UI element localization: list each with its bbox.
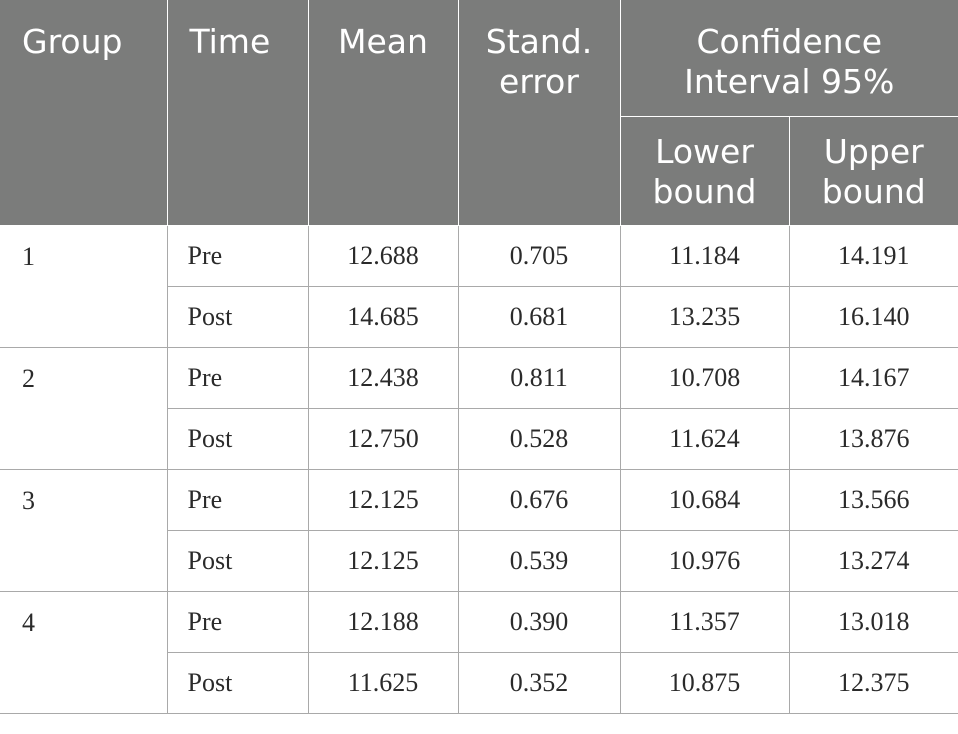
cell-lower-bound: 11.624 xyxy=(620,408,790,470)
cell-lower-bound: 11.184 xyxy=(620,224,790,287)
cell-time: Post xyxy=(167,530,309,592)
cell-mean: 12.688 xyxy=(308,224,459,287)
cell-mean: 12.750 xyxy=(308,408,459,470)
header-upper-line1: Upper xyxy=(823,131,924,171)
cell-upper-bound: 13.566 xyxy=(789,468,958,531)
header-time: Time xyxy=(167,0,309,226)
cell-time: Post xyxy=(167,286,309,348)
cell-time: Pre xyxy=(167,224,309,287)
cell-upper-bound: 12.375 xyxy=(789,652,958,714)
header-mean-label: Mean xyxy=(338,22,428,61)
header-upper-line2: bound xyxy=(821,171,926,211)
header-confidence-interval: Confidence Interval 95% xyxy=(620,0,958,117)
cell-time: Post xyxy=(167,652,309,714)
cell-upper-bound: 14.191 xyxy=(789,224,958,287)
cell-lower-bound: 10.976 xyxy=(620,530,790,592)
cell-upper-bound: 13.876 xyxy=(789,408,958,470)
header-se-line1: Stand. xyxy=(485,22,593,61)
cell-mean: 12.188 xyxy=(308,590,459,653)
cell-time: Pre xyxy=(167,346,309,409)
table-row: Post 12.125 0.539 10.976 13.274 xyxy=(0,530,958,592)
header-ci-line2: Interval 95% xyxy=(684,62,895,101)
table-row: 3 Pre 12.125 0.676 10.684 13.566 xyxy=(0,468,958,592)
cell-lower-bound: 13.235 xyxy=(620,286,790,348)
header-upper-bound: Upper bound xyxy=(789,116,958,226)
cell-time: Pre xyxy=(167,468,309,531)
table-row: 1 Pre 12.688 0.705 11.184 14.191 xyxy=(0,224,958,348)
cell-mean: 11.625 xyxy=(308,652,459,714)
header-group-label: Group xyxy=(22,22,123,61)
cell-group: 4 xyxy=(0,590,168,714)
header-mean: Mean xyxy=(308,0,459,226)
cell-standard-error: 0.676 xyxy=(458,468,621,531)
header-time-label: Time xyxy=(189,22,271,61)
cell-standard-error: 0.681 xyxy=(458,286,621,348)
cell-group: 2 xyxy=(0,346,168,470)
cell-lower-bound: 11.357 xyxy=(620,590,790,653)
cell-time: Post xyxy=(167,408,309,470)
header-se-line2: error xyxy=(499,62,579,101)
header-lower-line2: bound xyxy=(652,171,757,211)
cell-mean: 12.125 xyxy=(308,530,459,592)
table-row: Post 14.685 0.681 13.235 16.140 xyxy=(0,286,958,348)
table-row: 2 Pre 12.438 0.811 10.708 14.167 xyxy=(0,346,958,470)
table-row: Post 12.750 0.528 11.624 13.876 xyxy=(0,408,958,470)
cell-upper-bound: 13.274 xyxy=(789,530,958,592)
cell-group: 1 xyxy=(0,224,168,348)
cell-upper-bound: 14.167 xyxy=(789,346,958,409)
cell-upper-bound: 16.140 xyxy=(789,286,958,348)
table-body: 1 Pre 12.688 0.705 11.184 14.191 Post 14… xyxy=(0,224,958,714)
cell-mean: 12.125 xyxy=(308,468,459,531)
table-header: Group Time Mean Stand. error Confidence … xyxy=(0,0,958,226)
header-lower-line1: Lower xyxy=(655,131,754,171)
cell-mean: 14.685 xyxy=(308,286,459,348)
table-row: 4 Pre 12.188 0.390 11.357 13.018 xyxy=(0,590,958,714)
cell-group: 3 xyxy=(0,468,168,592)
cell-standard-error: 0.528 xyxy=(458,408,621,470)
header-ci-line1: Confidence xyxy=(696,22,883,61)
cell-lower-bound: 10.684 xyxy=(620,468,790,531)
statistics-table: Group Time Mean Stand. error Confidence … xyxy=(0,0,958,714)
cell-standard-error: 0.539 xyxy=(458,530,621,592)
cell-standard-error: 0.352 xyxy=(458,652,621,714)
cell-standard-error: 0.390 xyxy=(458,590,621,653)
cell-standard-error: 0.811 xyxy=(458,346,621,409)
table-row: Post 11.625 0.352 10.875 12.375 xyxy=(0,652,958,714)
header-group: Group xyxy=(0,0,168,226)
cell-lower-bound: 10.875 xyxy=(620,652,790,714)
cell-lower-bound: 10.708 xyxy=(620,346,790,409)
cell-time: Pre xyxy=(167,590,309,653)
cell-standard-error: 0.705 xyxy=(458,224,621,287)
cell-upper-bound: 13.018 xyxy=(789,590,958,653)
header-standard-error: Stand. error xyxy=(458,0,621,226)
cell-mean: 12.438 xyxy=(308,346,459,409)
header-lower-bound: Lower bound xyxy=(620,116,790,226)
